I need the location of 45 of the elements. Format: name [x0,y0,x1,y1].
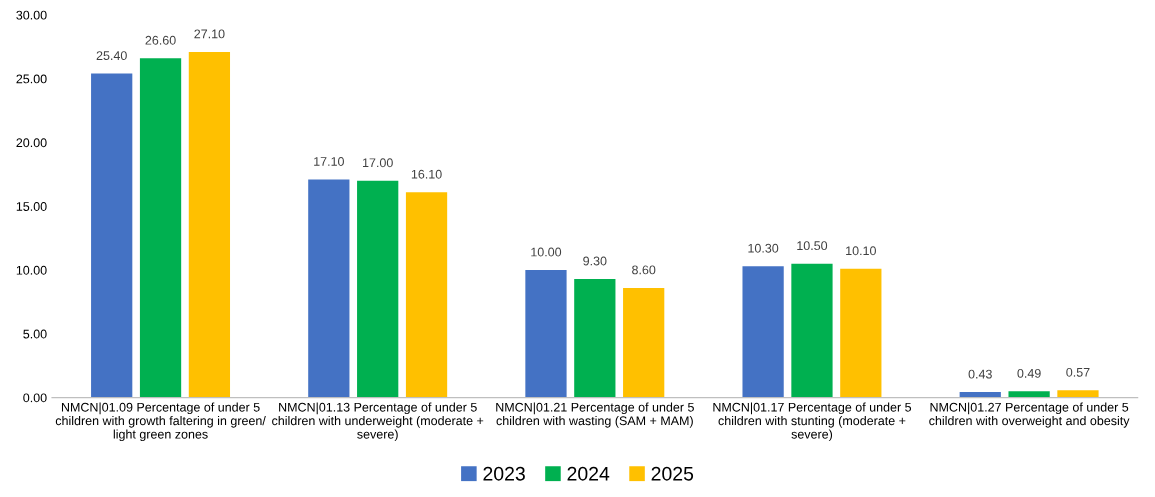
data-label: 10.50 [797,241,828,251]
legend-label: 2023 [483,466,525,481]
bar [91,73,133,398]
bar [357,180,399,398]
y-tick-label: 30.00 [16,10,47,20]
y-tick-label: 5.00 [23,329,47,339]
x-tick-label: NMCN|01.17 Percentage of under 5 children with stunting (moderate + severe) [713,402,912,442]
data-label: 26.60 [145,35,176,45]
bar [791,263,833,398]
data-label: 25.40 [96,51,127,61]
data-label: 10.10 [846,246,876,256]
data-label: 0.49 [1017,368,1041,378]
data-label: 17.10 [314,157,344,166]
legend-label: 2025 [651,466,694,481]
bar [959,392,1001,398]
data-label: 17.00 [363,158,393,168]
bar [405,192,448,398]
data-label: 0.43 [968,369,992,379]
x-tick-label: NMCN|01.27 Percentage of under 5 children with overweight and obesity [929,402,1130,428]
bar [525,270,567,398]
data-label: 8.60 [632,265,656,275]
bar [574,278,616,398]
bar [1008,391,1050,398]
data-label: 16.10 [411,169,442,179]
data-label: 10.00 [531,247,562,257]
legend-label: 2024 [567,466,610,481]
y-tick-label: 25.00 [16,74,47,84]
x-tick-label: NMCN|01.21 Percentage of under 5 children with wasting (SAM + MAM) [496,402,694,428]
bar [1057,390,1099,398]
data-label: 10.30 [748,243,779,253]
bar [188,51,231,398]
y-tick-label: 20.00 [16,138,47,148]
data-label: 9.30 [583,256,607,266]
bar [308,179,350,398]
y-tick-label: 0.00 [23,393,47,403]
y-tick-label: 15.00 [16,202,47,211]
bar [623,287,665,398]
y-tick-label: 10.00 [16,265,47,275]
bar [139,58,182,398]
x-tick-label: NMCN|01.13 Percentage of under 5 children with underweight (moderate + severe) [272,402,484,442]
data-label: 0.57 [1066,367,1090,377]
bar [840,268,882,398]
data-label: 27.10 [194,29,225,39]
x-tick-label: NMCN|01.09 Percentage of under 5 children with growth faltering in green/ light green zones [55,402,266,442]
bar [742,266,784,398]
